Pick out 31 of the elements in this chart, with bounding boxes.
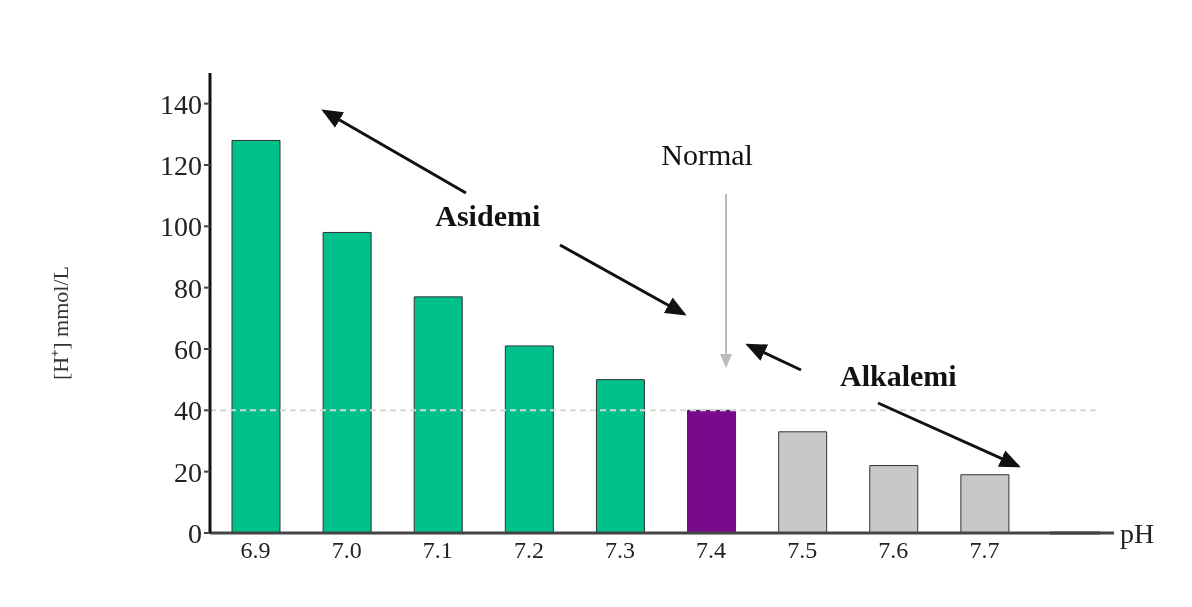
x-tick-label: 7.6	[878, 537, 909, 564]
y-axis-title: [H⁺] mmol/L	[48, 266, 73, 380]
y-tick-label: 100	[160, 211, 202, 243]
annotation: Alkalemi	[840, 358, 957, 392]
y-tick-label: 120	[160, 149, 202, 181]
bar	[687, 409, 737, 533]
annotation: Normal	[661, 138, 753, 171]
x-tick-label: 7.7	[969, 537, 1000, 564]
x-axis-title: pH	[1120, 518, 1155, 549]
bar	[869, 465, 919, 533]
x-tick-label: 7.0	[331, 537, 362, 564]
bar	[778, 431, 828, 533]
x-tick-label: 7.3	[605, 537, 635, 564]
bar	[960, 474, 1010, 533]
x-tick-label: 7.4	[696, 537, 727, 564]
bar	[413, 296, 463, 533]
y-tick-label: 140	[160, 88, 202, 120]
y-tick-label: 40	[174, 395, 202, 427]
bar	[595, 379, 645, 533]
bar	[231, 139, 281, 533]
y-tick-label: 0	[188, 517, 202, 549]
y-tick-label: 80	[174, 272, 202, 304]
x-tick-label: 7.2	[513, 537, 544, 564]
bar	[504, 345, 554, 533]
y-tick-label: 60	[174, 333, 202, 365]
x-tick-label: 7.5	[787, 537, 818, 564]
x-tick-label: 6.9	[240, 537, 271, 564]
x-tick-label: 7.1	[422, 537, 453, 564]
annotation: Asidemi	[435, 199, 541, 233]
bar	[322, 231, 372, 533]
y-tick-label: 20	[174, 456, 202, 488]
